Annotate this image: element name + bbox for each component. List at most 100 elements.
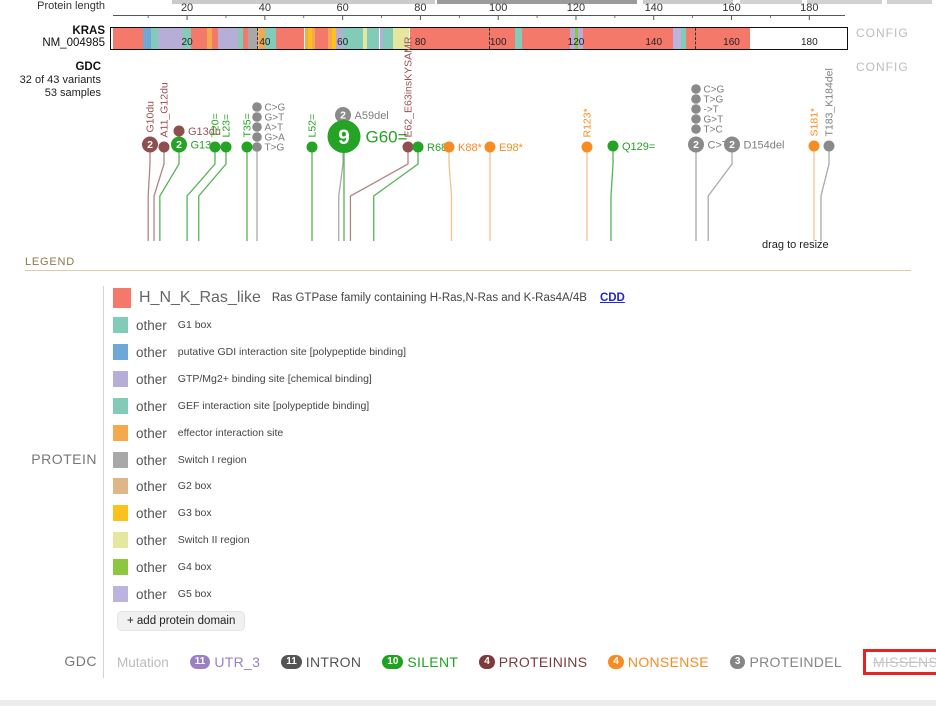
variant-label-C>G[interactable]: C>G bbox=[704, 85, 725, 96]
variant-label-T35=[interactable]: T35= bbox=[242, 113, 254, 137]
variant-label-S181*[interactable]: S181* bbox=[809, 108, 821, 137]
mutation-class-INTRON[interactable]: 11 INTRON bbox=[281, 654, 361, 670]
domain-segment[interactable] bbox=[142, 28, 151, 49]
mutation-class-PROTEININS[interactable]: 4 PROTEININS bbox=[479, 654, 587, 670]
variant-disc-E98*[interactable] bbox=[484, 141, 496, 153]
domain-segment[interactable] bbox=[183, 28, 191, 49]
domain-segment[interactable] bbox=[569, 28, 575, 49]
domain-segment[interactable] bbox=[521, 28, 570, 49]
add-protein-domain-button[interactable]: + add protein domain bbox=[117, 611, 246, 631]
variant-label-D154del[interactable]: D154del bbox=[744, 139, 785, 151]
protein-domain-bar[interactable]: 20 40 60 80 100 120 140 160 180 bbox=[110, 27, 848, 50]
variant-label-A>T[interactable]: A>T bbox=[265, 123, 284, 134]
variant-label-G13du[interactable]: G13du bbox=[188, 126, 221, 138]
missense-highlight-box[interactable]: MISSENSE bbox=[862, 649, 936, 675]
variant-disc-G10du[interactable] bbox=[142, 136, 158, 153]
domain-segment[interactable] bbox=[672, 28, 682, 49]
variant-disc-G60=[interactable] bbox=[327, 120, 361, 153]
mutation-class-UTR_3[interactable]: 11 UTR_3 bbox=[189, 654, 260, 670]
domain-segment[interactable] bbox=[206, 28, 212, 49]
domain-segment[interactable] bbox=[191, 28, 207, 49]
variant-label-E98*[interactable]: E98* bbox=[499, 142, 524, 154]
variant-label-G10du[interactable]: G10du bbox=[145, 101, 157, 133]
variant-disc-R123*[interactable] bbox=[581, 141, 593, 153]
variant-label-A11_G12du[interactable]: A11_G12du bbox=[159, 82, 171, 137]
domain-segment[interactable] bbox=[379, 28, 383, 49]
mutation-class-NONSENSE[interactable]: 4 NONSENSE bbox=[608, 654, 709, 670]
domain-segment[interactable] bbox=[276, 28, 305, 49]
variant-label-L23=[interactable]: L23= bbox=[221, 114, 233, 138]
domain-segment[interactable] bbox=[582, 28, 673, 49]
variant-disc-S181*[interactable] bbox=[808, 140, 820, 152]
variant-disc-L52=[interactable] bbox=[306, 141, 318, 153]
domain-segment[interactable] bbox=[150, 28, 158, 49]
variant-disc-E62_E63insKYSAMR[interactable] bbox=[402, 141, 414, 153]
variant-disc-C>G[interactable] bbox=[252, 102, 262, 112]
domain-segment[interactable] bbox=[211, 28, 219, 49]
mutation-class-SILENT[interactable]: 10 SILENT bbox=[382, 654, 458, 670]
domain-segment[interactable] bbox=[514, 28, 522, 49]
variant-label-T20=[interactable]: T20= bbox=[210, 113, 222, 137]
domain-segment[interactable] bbox=[157, 28, 184, 49]
variant-disc-A59del[interactable] bbox=[335, 107, 351, 123]
variant-label-G60=[interactable]: G60= bbox=[366, 128, 408, 147]
mutation-class-missense[interactable]: MISSENSE bbox=[872, 654, 936, 670]
domain-segment[interactable] bbox=[382, 28, 393, 49]
domain-segment[interactable] bbox=[264, 28, 277, 49]
domain-segment[interactable] bbox=[366, 28, 380, 49]
domain-segment[interactable] bbox=[247, 28, 257, 49]
variant-label-->T[interactable]: ->T bbox=[704, 105, 719, 116]
variant-disc-L23=[interactable] bbox=[220, 141, 232, 153]
gdc-track-title[interactable]: GDC bbox=[75, 61, 101, 73]
variant-label-G>A[interactable]: G>A bbox=[265, 133, 286, 144]
domain-segment[interactable] bbox=[237, 28, 243, 49]
variant-label-Q129=[interactable]: Q129= bbox=[622, 141, 655, 153]
variant-disc-->T[interactable] bbox=[691, 104, 701, 114]
variant-disc-T>G[interactable] bbox=[691, 94, 701, 104]
domain-segment[interactable] bbox=[392, 28, 410, 49]
variant-disc-G>A[interactable] bbox=[252, 132, 262, 142]
domain-segment[interactable] bbox=[577, 28, 583, 49]
variant-label-A59del[interactable]: A59del bbox=[355, 110, 389, 122]
variant-disc-K88*[interactable] bbox=[443, 141, 455, 153]
variant-disc-G13=[interactable] bbox=[171, 136, 187, 153]
gene-isoform[interactable]: NM_004985 bbox=[42, 37, 105, 49]
variant-disc-R68=[interactable] bbox=[412, 141, 424, 153]
variant-disc-C>T[interactable] bbox=[688, 136, 704, 153]
variant-label-C>T[interactable]: C>T bbox=[708, 139, 729, 151]
variant-disc-G13du[interactable] bbox=[173, 125, 185, 137]
domain-segment[interactable] bbox=[259, 28, 265, 49]
variant-label-L52=[interactable]: L52= bbox=[307, 114, 319, 138]
variant-label-T>G[interactable]: T>G bbox=[265, 143, 285, 154]
domain-segment[interactable] bbox=[327, 28, 332, 49]
cdd-link[interactable]: CDD bbox=[599, 292, 625, 304]
domain-segment[interactable] bbox=[312, 28, 316, 49]
domain-segment[interactable] bbox=[335, 28, 343, 49]
drag-to-resize-handle[interactable]: drag to resize bbox=[762, 239, 829, 251]
variant-disc-C>G[interactable] bbox=[691, 84, 701, 94]
variant-label-R123*[interactable]: R123* bbox=[582, 108, 594, 137]
protein-track-config-button[interactable]: CONFIG bbox=[856, 26, 909, 40]
variant-disc-T35=[interactable] bbox=[241, 141, 253, 153]
variant-disc-A11_G12du[interactable] bbox=[158, 141, 170, 153]
variant-disc-G>T[interactable] bbox=[252, 112, 262, 122]
variant-disc-D154del[interactable] bbox=[724, 136, 740, 153]
domain-segment[interactable] bbox=[686, 28, 750, 49]
variant-disc-G>T[interactable] bbox=[691, 114, 701, 124]
domain-segment[interactable] bbox=[315, 28, 328, 49]
domain-segment[interactable] bbox=[681, 28, 687, 49]
variant-disc-T>C[interactable] bbox=[691, 124, 701, 134]
domain-segment[interactable] bbox=[113, 28, 143, 49]
variant-disc-A>T[interactable] bbox=[252, 122, 262, 132]
mutation-class-PROTEINDEL[interactable]: 3 PROTEINDEL bbox=[729, 654, 842, 670]
domain-segment[interactable] bbox=[409, 28, 515, 49]
variant-label-K88*[interactable]: K88* bbox=[458, 142, 483, 154]
domain-segment[interactable] bbox=[304, 28, 308, 49]
variant-label-G>T[interactable]: G>T bbox=[265, 113, 285, 124]
domain-segment[interactable] bbox=[218, 28, 238, 49]
scrollbar-track[interactable] bbox=[0, 700, 936, 706]
domain-segment[interactable] bbox=[574, 28, 578, 49]
domain-segment[interactable] bbox=[362, 28, 367, 49]
variant-disc-Q129=[interactable] bbox=[607, 140, 619, 152]
gdc-track-config-button[interactable]: CONFIG bbox=[856, 60, 909, 74]
